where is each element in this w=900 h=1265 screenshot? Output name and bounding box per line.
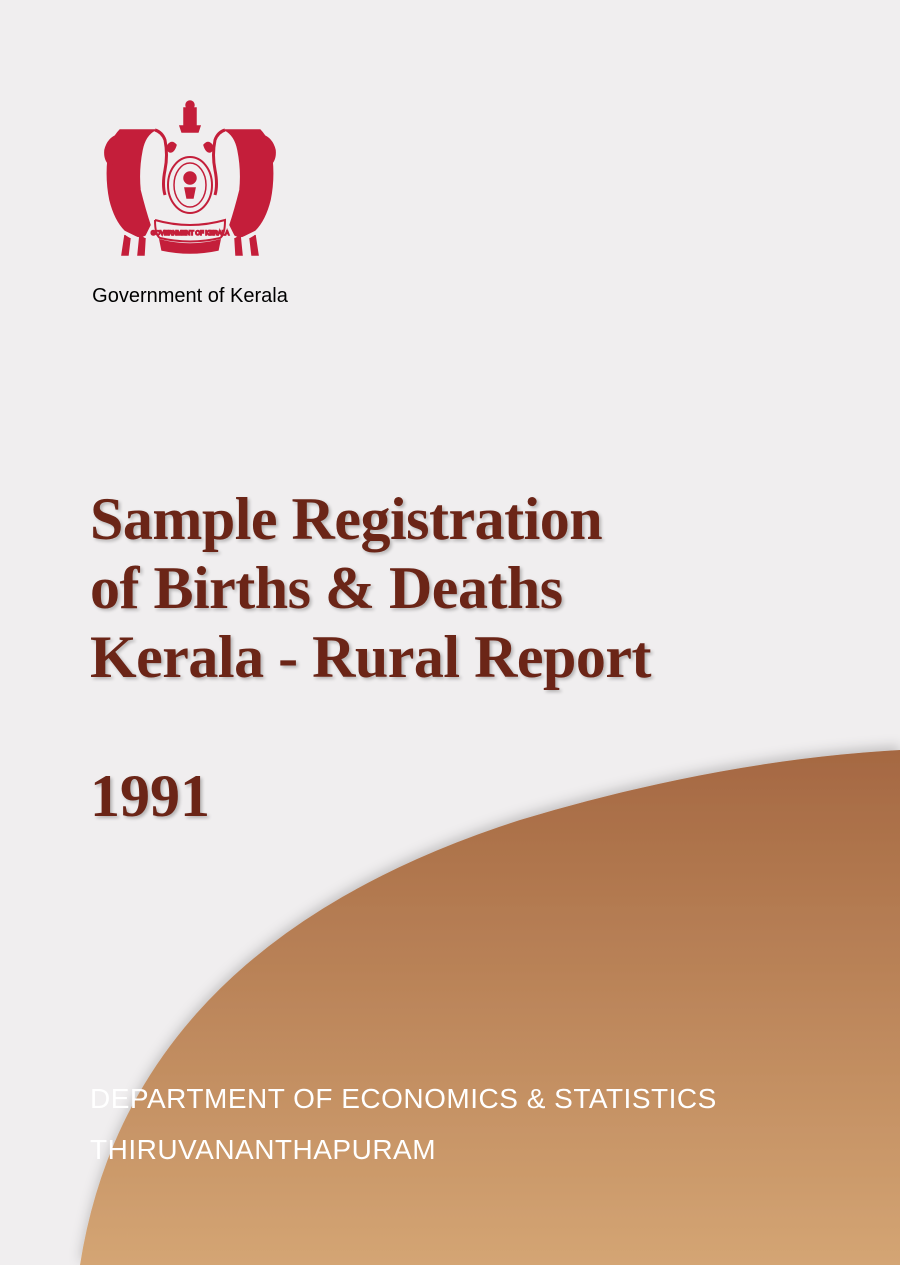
title-line-3: Kerala - Rural Report [90,623,651,692]
report-title: Sample Registration of Births & Deaths K… [90,485,651,692]
title-line-2: of Births & Deaths [90,554,651,623]
decorative-curve [0,715,900,1265]
report-cover-page: GOVERNMENT OF KERALA Government of Keral… [0,0,900,1265]
department-location: THIRUVANANTHAPURAM [90,1125,717,1175]
kerala-emblem-icon: GOVERNMENT OF KERALA [90,90,290,270]
government-label: Government of Kerala [90,285,290,308]
department-name: DEPARTMENT OF ECONOMICS & STATISTICS [90,1074,717,1124]
title-line-1: Sample Registration [90,485,651,554]
svg-text:GOVERNMENT OF KERALA: GOVERNMENT OF KERALA [151,231,229,237]
emblem-section: GOVERNMENT OF KERALA Government of Keral… [90,90,290,308]
footer-section: DEPARTMENT OF ECONOMICS & STATISTICS THI… [90,1074,717,1175]
